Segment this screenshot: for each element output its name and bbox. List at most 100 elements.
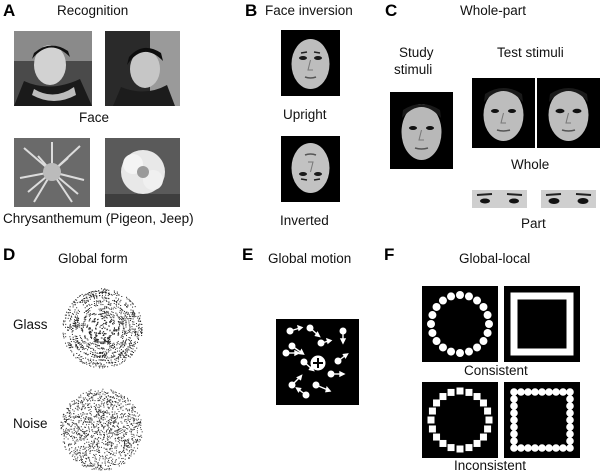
noise-pattern	[59, 387, 143, 471]
local-square	[510, 299, 518, 307]
local-square	[524, 348, 532, 356]
study-label-line2: stimuli	[394, 62, 433, 77]
local-square	[473, 393, 481, 401]
motion-dot	[286, 324, 304, 335]
local-square	[510, 334, 518, 342]
consistent-square-of-squares	[504, 286, 580, 362]
local-square	[517, 292, 525, 300]
local-square	[559, 292, 567, 300]
local-dot	[479, 337, 488, 346]
local-dot	[464, 347, 473, 356]
local-square	[447, 444, 455, 452]
motion-dot	[282, 349, 301, 357]
local-dot	[427, 320, 435, 328]
local-dot	[510, 423, 518, 431]
local-square	[479, 433, 487, 441]
local-dot	[510, 430, 518, 438]
local-dot	[566, 409, 574, 417]
local-dot	[524, 388, 532, 396]
flower-photo	[105, 138, 180, 207]
panel-b-label: B	[245, 1, 258, 20]
local-dot	[428, 328, 437, 337]
part-caption: Part	[521, 216, 546, 231]
local-dot	[510, 395, 518, 403]
local-square	[566, 334, 574, 342]
local-square	[552, 292, 560, 300]
glass-label: Glass	[13, 317, 48, 332]
upright-face	[281, 30, 340, 96]
local-square	[510, 292, 518, 300]
local-dot	[559, 444, 567, 452]
local-dot	[447, 292, 456, 301]
local-dot	[510, 437, 518, 445]
motion-dot	[317, 337, 333, 347]
panel-e-title: Global motion	[268, 251, 352, 266]
panel-a-label: A	[3, 1, 16, 20]
local-square	[510, 320, 518, 328]
local-dot	[438, 296, 447, 305]
local-dot	[510, 444, 518, 452]
local-square	[566, 348, 574, 356]
local-square	[552, 348, 560, 356]
motion-dot	[288, 374, 303, 389]
local-square	[433, 433, 441, 441]
local-dot	[479, 302, 488, 311]
motion-dot	[300, 358, 315, 372]
local-dot	[517, 388, 525, 396]
local-dot	[566, 395, 574, 403]
local-square	[524, 292, 532, 300]
local-square	[484, 425, 492, 433]
local-dot	[517, 444, 525, 452]
local-dot	[566, 430, 574, 438]
panel-a-title: Recognition	[57, 3, 129, 18]
local-dot	[473, 343, 482, 352]
local-square	[465, 444, 473, 452]
panel-c-title: Whole-part	[460, 3, 527, 18]
local-dot	[559, 388, 567, 396]
panel-f-label: F	[384, 245, 395, 264]
local-dot	[510, 402, 518, 410]
local-dot	[531, 444, 539, 452]
motion-dot	[339, 327, 347, 345]
local-square	[531, 292, 539, 300]
panel-c-label: C	[385, 1, 398, 20]
panel-b-title: Face inversion	[265, 3, 353, 18]
motion-dot	[306, 324, 321, 338]
panel-f-title: Global-local	[459, 251, 531, 266]
inconsistent-square-of-dots	[504, 382, 580, 458]
local-square	[531, 348, 539, 356]
local-square	[447, 388, 455, 396]
face-photo-2	[105, 31, 180, 106]
local-dot	[438, 343, 447, 352]
local-dot	[483, 328, 492, 337]
local-square	[439, 393, 447, 401]
upright-caption: Upright	[283, 107, 327, 122]
local-square	[484, 407, 492, 415]
noise-label: Noise	[13, 416, 48, 431]
consistent-circle-of-dots	[422, 286, 498, 362]
local-square	[566, 313, 574, 321]
local-square	[510, 306, 518, 314]
local-square	[566, 327, 574, 335]
chrysanthemum-caption: Chrysanthemum (Pigeon, Jeep)	[3, 211, 194, 226]
local-dot	[510, 416, 518, 424]
motion-dot	[312, 381, 332, 393]
chrysanthemum-photo	[14, 138, 90, 207]
inconsistent-circle-of-squares	[422, 382, 498, 458]
local-dot	[566, 444, 574, 452]
inverted-caption: Inverted	[280, 213, 329, 228]
inverted-face	[281, 136, 340, 202]
local-square	[510, 348, 518, 356]
local-dot	[552, 444, 560, 452]
local-square	[545, 292, 553, 300]
local-dot	[538, 444, 546, 452]
local-square	[456, 387, 464, 395]
local-square	[566, 341, 574, 349]
glass-pattern	[61, 287, 143, 369]
local-dot	[566, 402, 574, 410]
panel-e-label: E	[242, 245, 254, 264]
local-dot	[552, 388, 560, 396]
face-caption: Face	[79, 110, 110, 125]
study-label-line1: Study	[399, 45, 434, 60]
local-square	[428, 407, 436, 415]
